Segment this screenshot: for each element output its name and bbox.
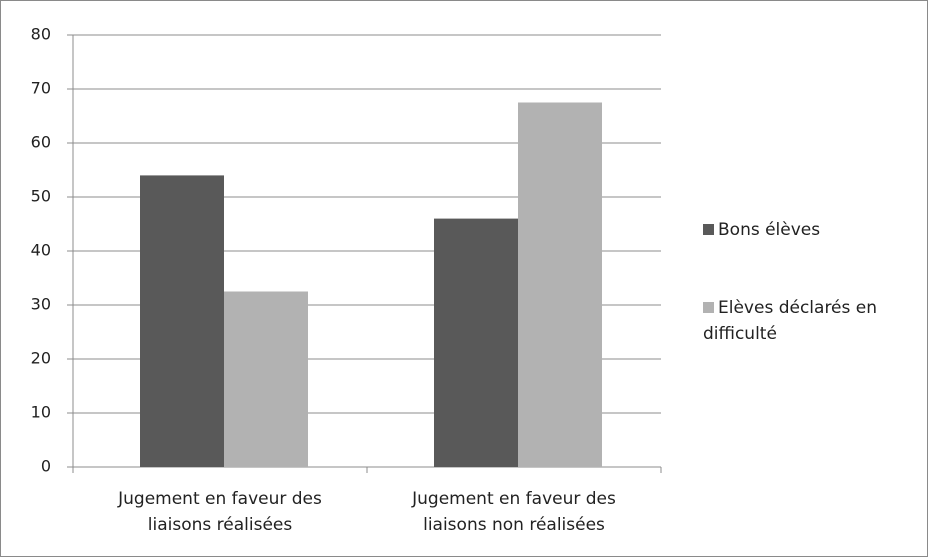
y-tick-label: 0: [41, 457, 51, 476]
y-tick-label: 10: [31, 403, 51, 422]
legend-label: Bons élèves: [718, 220, 821, 240]
y-tick-label: 20: [31, 349, 51, 368]
bar: [224, 291, 308, 467]
y-tick-label: 40: [31, 241, 51, 260]
bar: [434, 218, 518, 467]
y-tick-label: 50: [31, 187, 51, 206]
y-tick-label: 30: [31, 295, 51, 314]
bar: [140, 175, 224, 467]
legend-label: Elèves déclarés en difficulté: [703, 298, 878, 344]
legend-swatch: [703, 224, 714, 235]
x-tick-label: Jugement en faveur des liaisons non réal…: [412, 489, 616, 535]
y-tick-label: 60: [31, 133, 51, 152]
legend-item: Elèves déclarés en difficulté: [703, 295, 913, 347]
bar: [518, 102, 602, 467]
legend-item: Bons élèves: [703, 217, 913, 243]
legend-swatch: [703, 302, 714, 313]
x-tick-label: Jugement en faveur des liaisons réalisée…: [118, 489, 322, 535]
y-tick-label: 80: [31, 25, 51, 44]
y-tick-label: 70: [31, 79, 51, 98]
